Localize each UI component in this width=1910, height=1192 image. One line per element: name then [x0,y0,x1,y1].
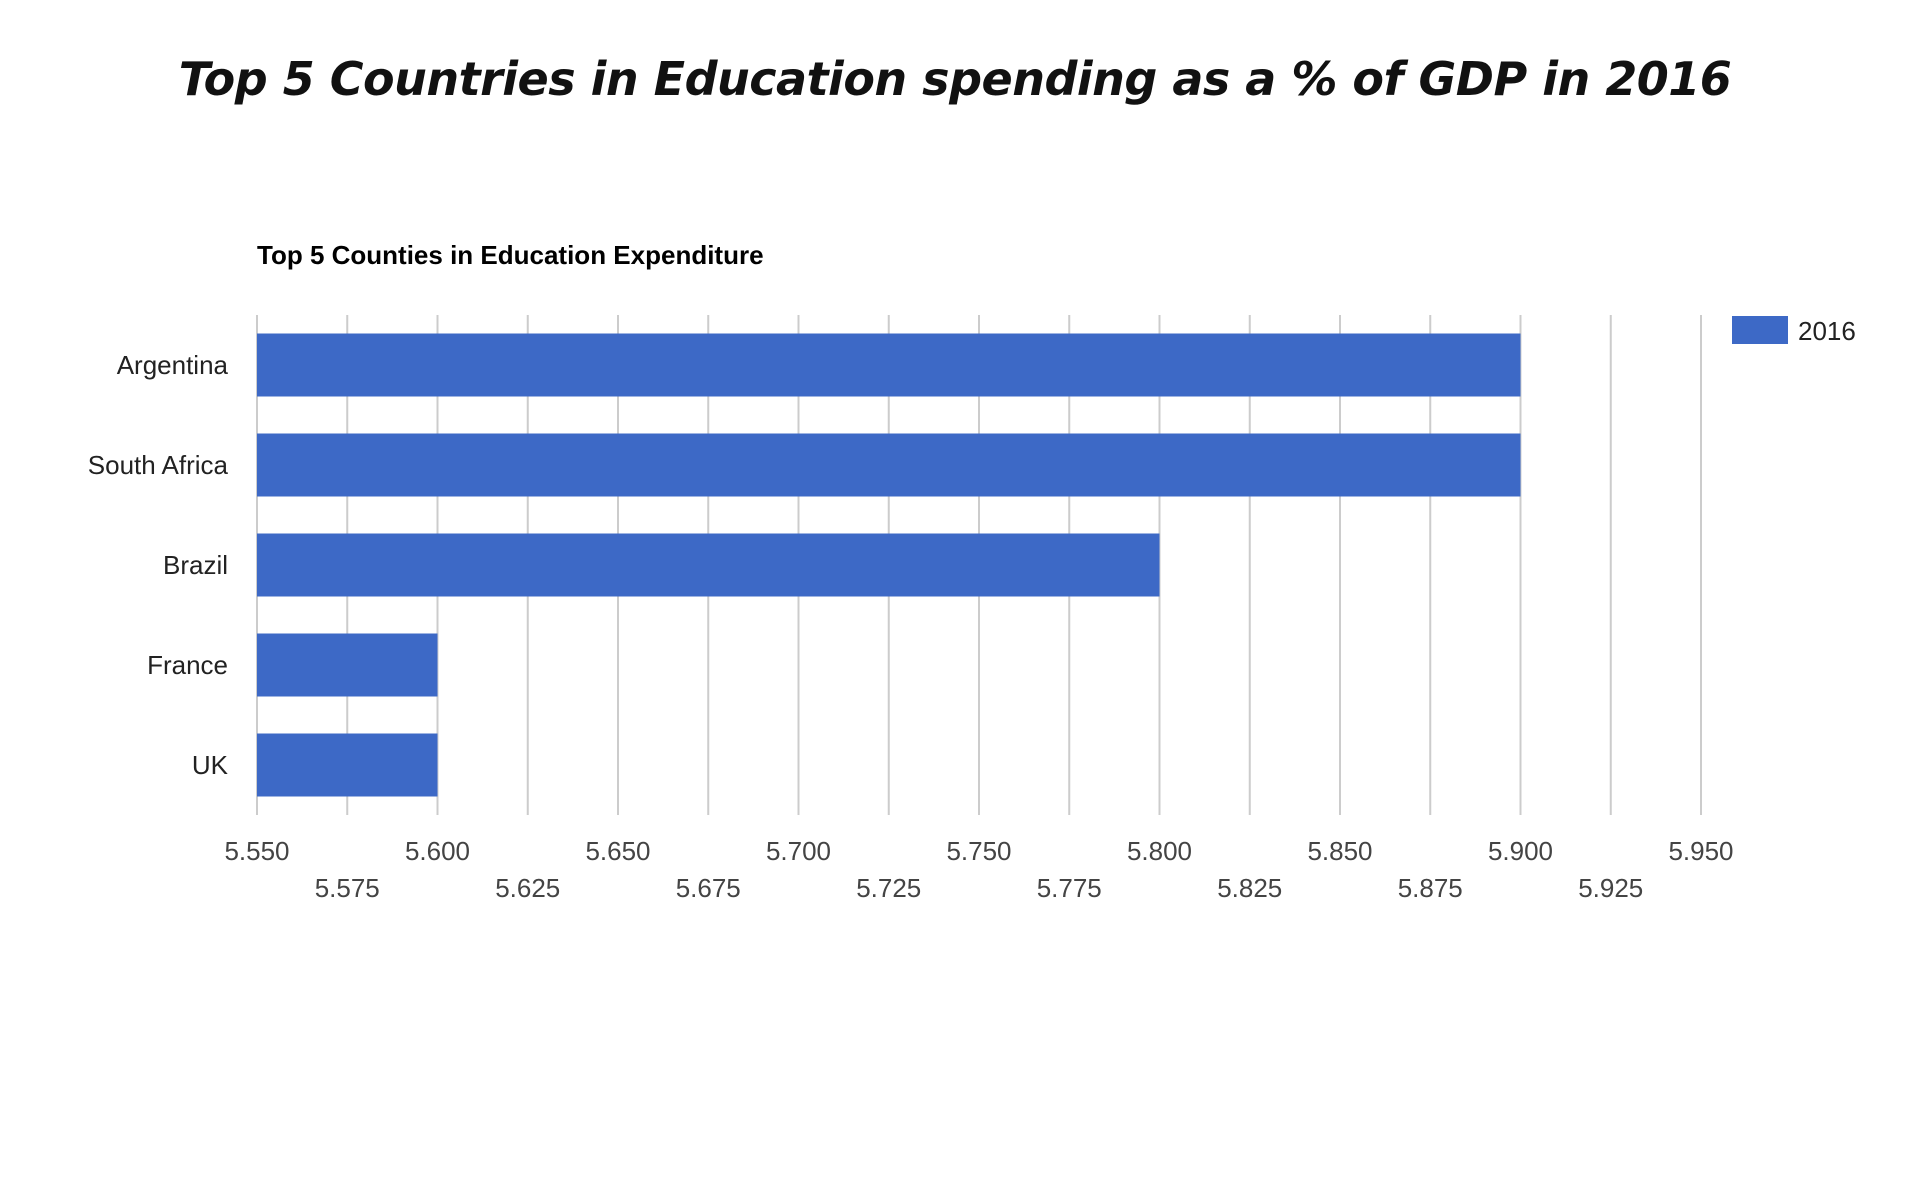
x-tick-label: 5.750 [946,836,1011,866]
category-label: Argentina [117,350,229,380]
x-tick-label: 5.775 [1037,873,1102,903]
x-tick-label: 5.725 [856,873,921,903]
x-axis-ticks: 5.550 5.575 5.600 5.625 5.650 5.675 5.700 5.725… [224,836,1733,903]
x-tick-label: 5.825 [1217,873,1282,903]
page-title: Top 5 Countries in Education spending as… [178,52,1732,106]
category-labels: Argentina South Africa Brazil France UK [88,350,229,780]
category-label: Brazil [163,550,228,580]
x-tick-label: 5.650 [585,836,650,866]
bar-south-africa [257,433,1521,497]
x-tick-label: 5.550 [224,836,289,866]
x-tick-label: 5.575 [315,873,380,903]
x-tick-label: 5.675 [676,873,741,903]
legend: 2016 [1732,316,1856,346]
bar-argentina [257,333,1521,397]
category-label: UK [192,750,229,780]
x-tick-label: 5.900 [1488,836,1553,866]
bars [257,333,1521,797]
x-tick-label: 5.950 [1668,836,1733,866]
x-tick-label: 5.800 [1127,836,1192,866]
x-tick-label: 5.700 [766,836,831,866]
category-label: France [147,650,228,680]
legend-label-2016: 2016 [1798,316,1856,346]
x-tick-label: 5.875 [1398,873,1463,903]
x-tick-label: 5.625 [495,873,560,903]
chart-title: Top 5 Counties in Education Expenditure [257,240,764,270]
x-tick-label: 5.600 [405,836,470,866]
bar-france [257,633,438,697]
x-tick-label: 5.925 [1578,873,1643,903]
bar-brazil [257,533,1160,597]
category-label: South Africa [88,450,229,480]
legend-swatch-2016 [1732,316,1788,344]
bar-uk [257,733,438,797]
x-tick-label: 5.850 [1307,836,1372,866]
